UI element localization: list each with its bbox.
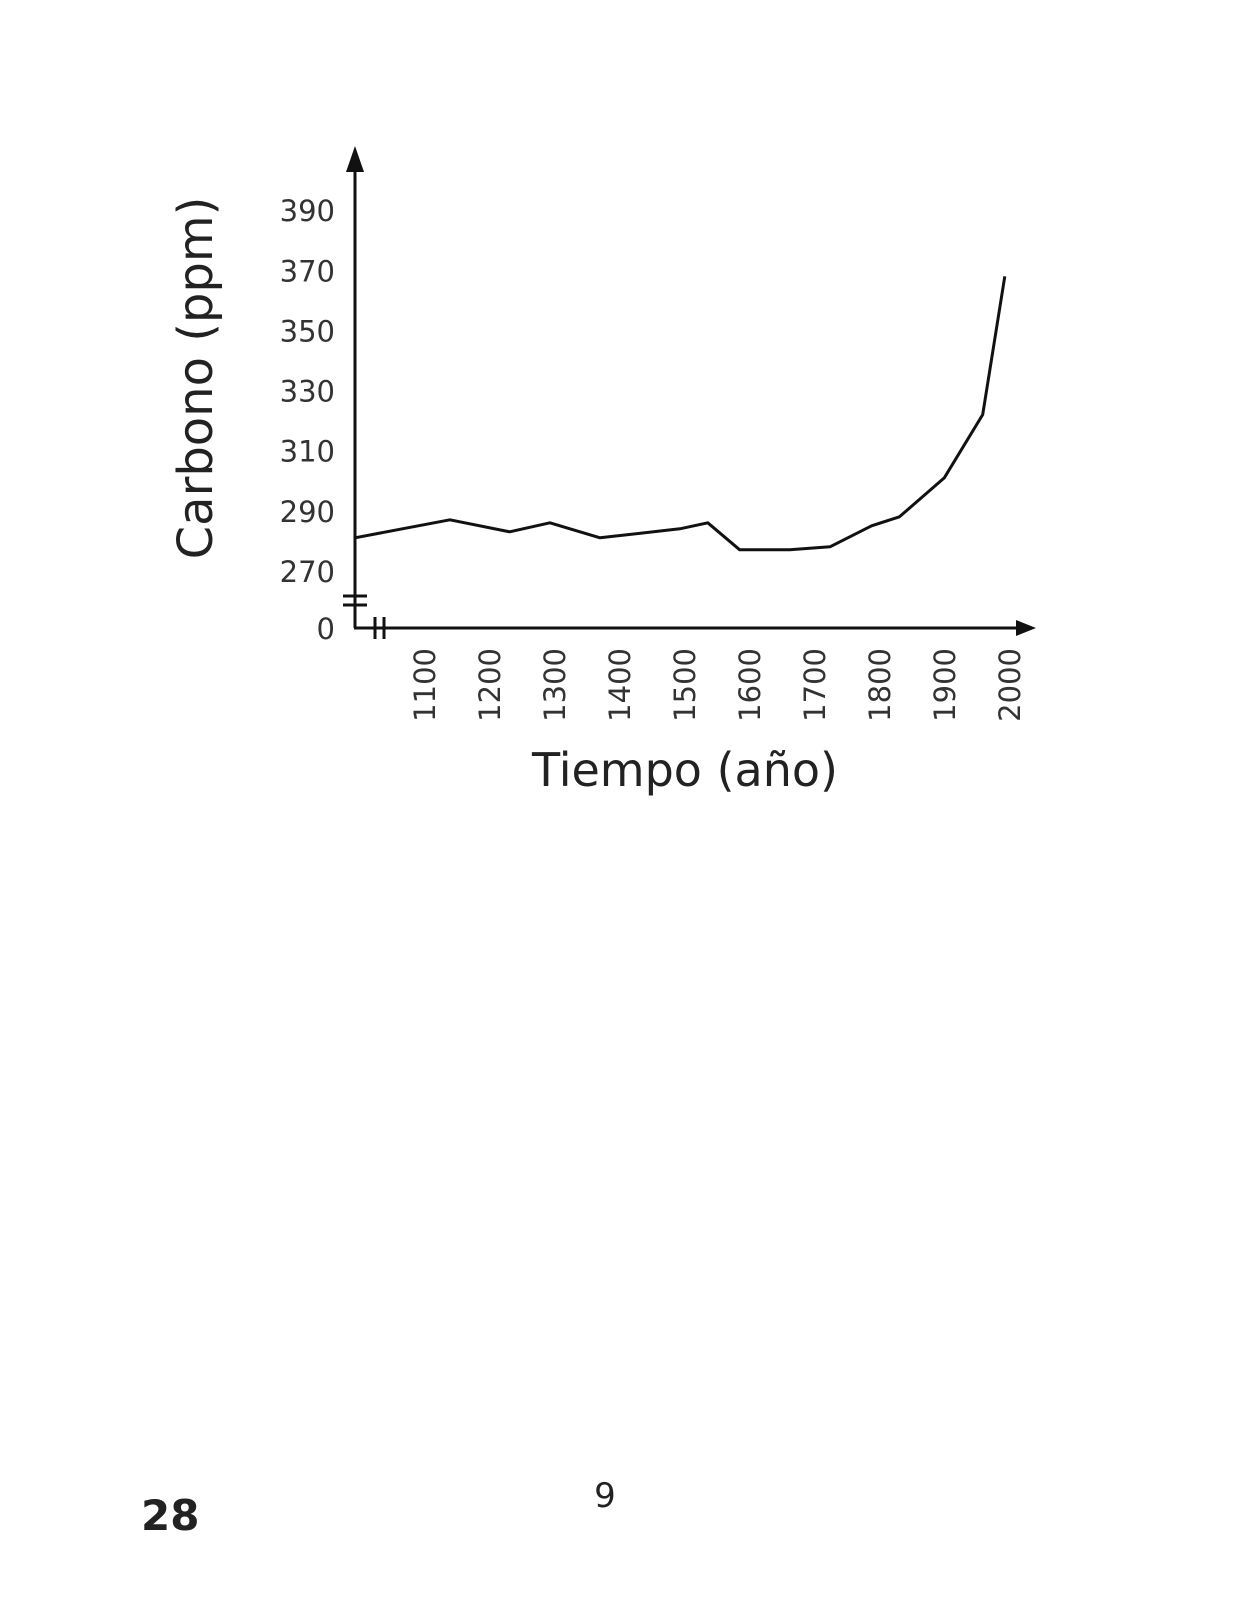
x-tick-label: 1800 — [863, 648, 897, 722]
y-axis-title: Carbono (ppm) — [168, 197, 224, 560]
y-tick-label: 370 — [280, 254, 335, 288]
page-number: 28 — [141, 1491, 199, 1540]
y-tick-label: 270 — [280, 555, 335, 589]
x-tick-label: 2000 — [993, 648, 1027, 722]
y-axis-arrow — [346, 146, 364, 172]
footer-number: 9 — [594, 1476, 616, 1516]
x-tick-label: 1500 — [668, 648, 702, 722]
x-tick-label: 1600 — [733, 648, 767, 722]
y-tick-label: 330 — [280, 375, 335, 409]
x-tick-label: 1700 — [798, 648, 832, 722]
y-tick-label: 290 — [280, 495, 335, 529]
y-tick-label: 350 — [280, 314, 335, 348]
y-tick-label: 310 — [280, 435, 335, 469]
data-line — [354, 276, 1007, 552]
x-axis-title: Tiempo (año) — [531, 743, 838, 797]
x-tick-label: 1300 — [538, 648, 572, 722]
y-tick-label: 390 — [280, 194, 335, 228]
x-tick-label: 1900 — [928, 648, 962, 722]
y-tick-label: 0 — [317, 612, 335, 646]
x-tick-label: 1200 — [473, 648, 507, 722]
x-axis-arrow — [1016, 620, 1036, 636]
x-tick-label: 1400 — [603, 648, 637, 722]
x-tick-label: 1100 — [408, 648, 442, 722]
